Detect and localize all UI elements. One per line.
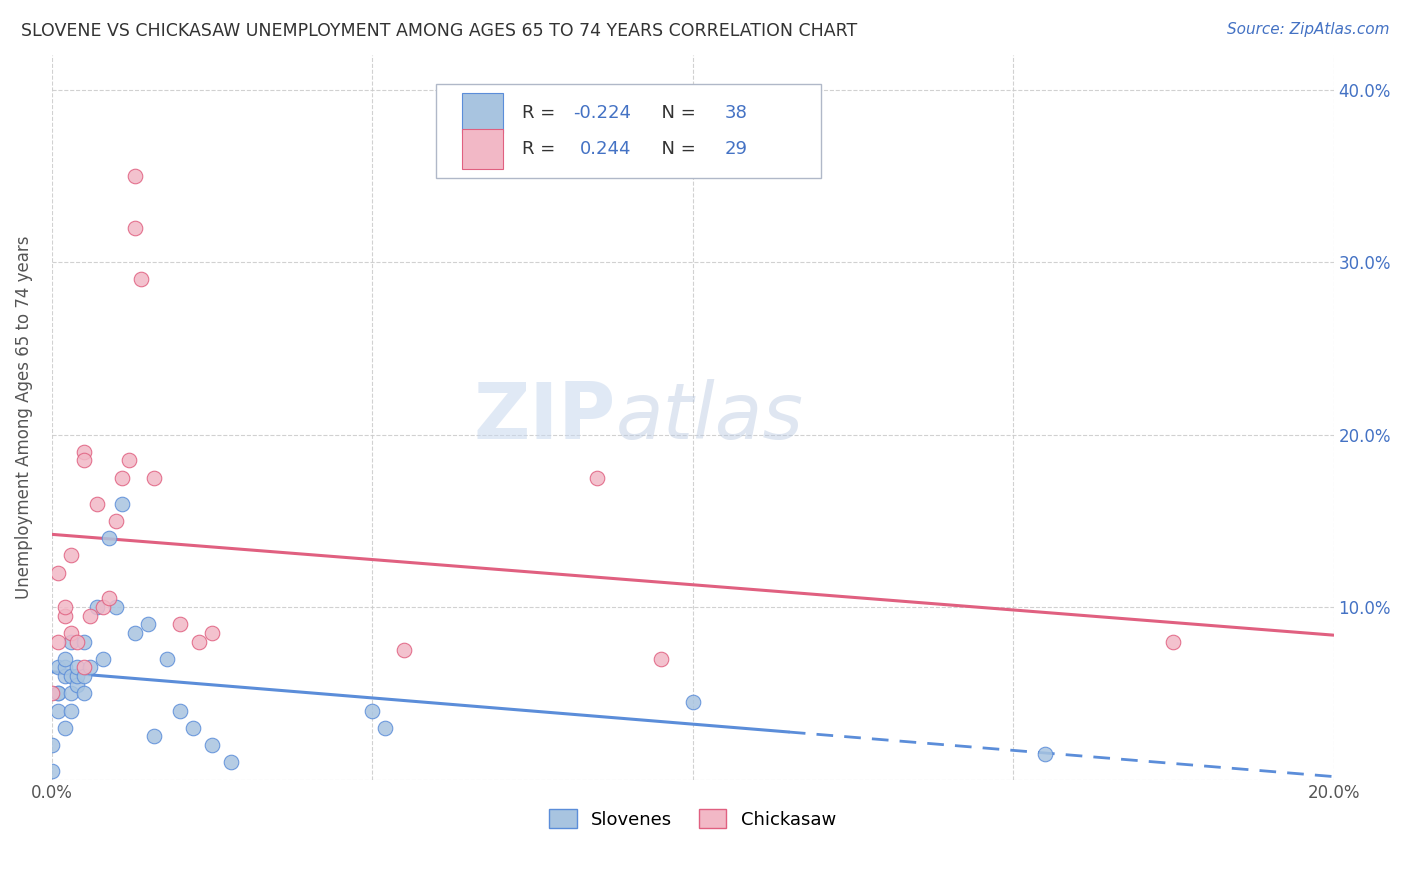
Point — [91, 652, 114, 666]
Point — [66, 669, 89, 683]
Text: 38: 38 — [724, 104, 748, 122]
FancyBboxPatch shape — [436, 84, 821, 178]
Point — [111, 471, 134, 485]
Text: N =: N = — [651, 140, 702, 158]
Point — [124, 626, 146, 640]
Point — [201, 626, 224, 640]
Text: atlas: atlas — [616, 379, 804, 456]
Point — [59, 704, 82, 718]
Point — [73, 686, 96, 700]
Point — [91, 600, 114, 615]
Point — [143, 730, 166, 744]
Text: SLOVENE VS CHICKASAW UNEMPLOYMENT AMONG AGES 65 TO 74 YEARS CORRELATION CHART: SLOVENE VS CHICKASAW UNEMPLOYMENT AMONG … — [21, 22, 858, 40]
Point — [156, 652, 179, 666]
Y-axis label: Unemployment Among Ages 65 to 74 years: Unemployment Among Ages 65 to 74 years — [15, 235, 32, 599]
Point — [46, 660, 69, 674]
Point — [181, 721, 204, 735]
Point — [41, 764, 63, 778]
Point — [66, 678, 89, 692]
Point — [53, 660, 76, 674]
Point — [98, 591, 121, 606]
Text: ZIP: ZIP — [474, 379, 616, 456]
Text: -0.224: -0.224 — [574, 104, 631, 122]
Point — [73, 669, 96, 683]
Point — [73, 634, 96, 648]
Text: R =: R = — [522, 140, 567, 158]
Point — [118, 453, 141, 467]
Point — [1033, 747, 1056, 761]
Point — [73, 660, 96, 674]
Bar — [463, 129, 503, 169]
Point — [53, 669, 76, 683]
Point — [124, 169, 146, 183]
Point — [188, 634, 211, 648]
Point — [53, 652, 76, 666]
Point — [46, 634, 69, 648]
Point — [219, 756, 242, 770]
Point — [79, 660, 101, 674]
Point — [59, 634, 82, 648]
Point — [111, 497, 134, 511]
Point — [169, 617, 191, 632]
Point — [143, 471, 166, 485]
Text: Source: ZipAtlas.com: Source: ZipAtlas.com — [1226, 22, 1389, 37]
Point — [682, 695, 704, 709]
Point — [104, 514, 127, 528]
Point — [66, 660, 89, 674]
Text: N =: N = — [651, 104, 702, 122]
Point — [66, 634, 89, 648]
Point — [650, 652, 672, 666]
Text: 0.244: 0.244 — [579, 140, 631, 158]
Point — [79, 608, 101, 623]
Point — [46, 704, 69, 718]
Point — [86, 600, 108, 615]
Point — [53, 721, 76, 735]
Point — [136, 617, 159, 632]
Point — [59, 669, 82, 683]
Point — [59, 626, 82, 640]
Point — [374, 721, 396, 735]
Point — [86, 497, 108, 511]
Legend: Slovenes, Chickasaw: Slovenes, Chickasaw — [543, 802, 844, 836]
Point — [394, 643, 416, 657]
Point — [46, 686, 69, 700]
Point — [73, 453, 96, 467]
Text: R =: R = — [522, 104, 561, 122]
Point — [131, 272, 153, 286]
Point — [124, 220, 146, 235]
Point — [585, 471, 607, 485]
Point — [46, 566, 69, 580]
Point — [98, 531, 121, 545]
Point — [53, 600, 76, 615]
Text: 29: 29 — [724, 140, 748, 158]
Point — [41, 738, 63, 752]
Point — [104, 600, 127, 615]
Point — [59, 549, 82, 563]
Bar — [463, 93, 503, 133]
Point — [59, 686, 82, 700]
Point — [361, 704, 384, 718]
Point — [53, 608, 76, 623]
Point — [73, 445, 96, 459]
Point — [1163, 634, 1185, 648]
Point — [46, 686, 69, 700]
Point — [41, 686, 63, 700]
Point — [201, 738, 224, 752]
Point — [169, 704, 191, 718]
